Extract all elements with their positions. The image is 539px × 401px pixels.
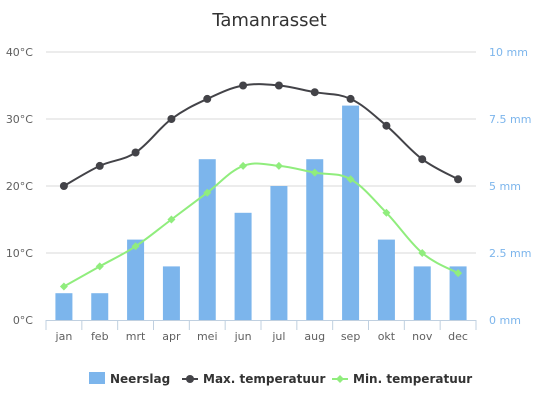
min-temperature-point <box>203 188 212 197</box>
precipitation-bar <box>91 293 109 320</box>
chart-title: Tamanrasset <box>211 10 326 31</box>
y-right-tick-label: 2.5 mm <box>489 247 531 260</box>
axis-layer: 0°C 10°C 20°C 30°C 40°C 0 mm 2.5 mm 5 mm 7.5 mm 1… <box>6 46 532 343</box>
y-right-tick-label: 7.5 mm <box>489 113 531 126</box>
precipitation-bar <box>306 159 324 320</box>
precipitation-bar <box>162 266 180 320</box>
max-temperature-point <box>203 94 212 103</box>
max-temperature-point <box>131 148 140 157</box>
legend-label-min-temperature: Min. temperatuur <box>353 372 472 386</box>
min-temperature-point <box>59 282 68 291</box>
y-left-tick-label: 10°C <box>6 247 33 260</box>
precipitation-bar <box>55 293 73 320</box>
x-tick-label: aug <box>304 330 325 343</box>
max-temperature-point <box>167 115 176 123</box>
y-right-tick-label: 0 mm <box>489 314 521 327</box>
line-layer <box>59 81 463 291</box>
x-tick-label: dec <box>448 330 468 343</box>
min-temperature-point <box>131 242 140 251</box>
precipitation-bar <box>342 105 360 320</box>
max-temperature-point <box>346 94 355 103</box>
x-tick-label: feb <box>91 330 109 343</box>
precipitation-bar <box>377 239 395 320</box>
min-temperature-point <box>382 208 391 217</box>
min-temperature-point <box>95 262 104 271</box>
x-tick-label: sep <box>341 330 360 343</box>
precipitation-bar <box>270 186 288 320</box>
precipitation-bar <box>234 212 252 320</box>
y-left-tick-label: 40°C <box>6 46 33 59</box>
grid-layer <box>46 51 476 254</box>
max-temperature-point <box>310 88 319 97</box>
min-temperature-line <box>63 162 459 288</box>
x-tick-label: jun <box>234 330 252 343</box>
min-temperature-point <box>346 175 355 184</box>
max-temperature-point <box>95 161 104 170</box>
max-temperature-point <box>418 155 427 164</box>
min-temperature-point <box>167 215 176 224</box>
y-right-tick-label: 10 mm <box>489 46 528 59</box>
precipitation-bar <box>127 239 145 320</box>
precipitation-bar <box>449 266 467 320</box>
x-tick-label: apr <box>162 330 181 343</box>
min-temperature-point <box>454 269 463 278</box>
y-right-tick-label: 5 mm <box>489 180 521 193</box>
x-tick-label: mrt <box>126 330 146 343</box>
max-temperature-point <box>274 81 283 90</box>
min-temperature-point <box>418 249 427 257</box>
legend-swatch-precipitation <box>89 372 105 384</box>
x-tick-label: jul <box>271 330 285 343</box>
min-temperature-point <box>310 168 319 177</box>
legend-label-precipitation: Neerslag <box>110 372 170 386</box>
max-temperature-point <box>382 121 391 130</box>
y-left-tick-label: 20°C <box>6 180 33 193</box>
y-left-tick-label: 30°C <box>6 113 33 126</box>
max-temperature-line <box>63 83 459 187</box>
x-tick-label: nov <box>412 330 433 343</box>
min-temperature-point <box>239 161 248 170</box>
legend-marker-min-temperature <box>336 375 344 383</box>
max-temperature-point <box>239 81 248 90</box>
legend: Neerslag Max. temperatuur Min. temperatuur <box>89 372 472 386</box>
legend-marker-max-temperature <box>186 375 194 383</box>
max-temperature-point <box>59 182 68 190</box>
y-left-tick-label: 0°C <box>13 314 33 327</box>
x-tick-label: okt <box>378 330 396 343</box>
min-temperature-point <box>274 161 283 170</box>
precipitation-bar <box>198 159 216 320</box>
precipitation-bar <box>413 266 431 320</box>
x-tick-label: jan <box>55 330 73 343</box>
bar-layer <box>55 105 467 320</box>
max-temperature-point <box>454 175 463 184</box>
x-tick-label: mei <box>197 330 218 343</box>
legend-label-max-temperature: Max. temperatuur <box>203 372 325 386</box>
